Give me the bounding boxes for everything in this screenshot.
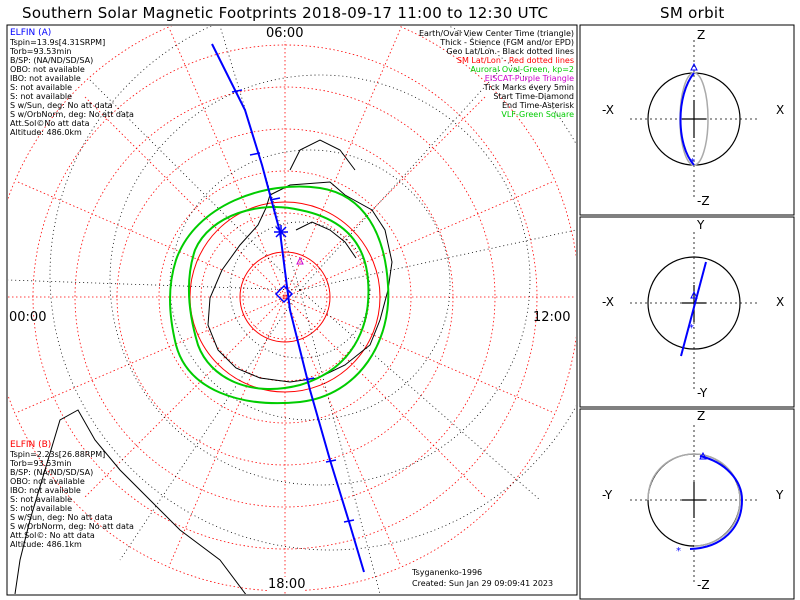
legend-item: Thick - Science (FGM and/or EPD) (440, 38, 574, 47)
eiscat-triangle (296, 256, 304, 265)
legend: Earth/Oval View Center Time (triangle) T… (419, 29, 574, 119)
probe-a-line: S w/OrbNorm, deg: No att data (10, 110, 134, 119)
orbit3-right: Y (776, 488, 784, 502)
legend-item: End Time-Asterisk (501, 101, 574, 110)
orbit-panel-yz: * (630, 425, 760, 585)
probe-b-line: B/SP: (NA/ND/SD/SA) (10, 468, 94, 477)
probe-b-line: Altitude: 486.1km (10, 540, 82, 549)
legend-item: Geo Lat/Lon - Black dotted lines (446, 47, 574, 56)
svg-text:*: * (689, 323, 694, 334)
map-frame (6, 24, 578, 596)
probe-a-line: IBO: not available (10, 74, 81, 83)
auroral-oval (169, 185, 390, 405)
orbit2-right: X (776, 295, 785, 309)
footer-created: Created: Sun Jan 29 09:09:41 2023 (412, 579, 554, 588)
orbit1-left: -X (602, 103, 614, 117)
orbit2-bottom: -Y (697, 386, 708, 400)
svg-text:*: * (690, 157, 695, 168)
probe-b-line: Att.Sol©: No att data (10, 531, 95, 540)
legend-item: EISCAT-Purple Triangle (484, 74, 574, 83)
probe-b-line: S w/Sun, deg: No att data (10, 513, 113, 522)
probe-b-line: IBO: not available (10, 486, 81, 495)
orbit3-bottom: -Z (697, 578, 710, 592)
orbit3-top: Z (697, 409, 706, 423)
geo-grid (8, 26, 576, 594)
legend-item: Auroral Oval-Green, kp=2 (470, 65, 574, 74)
orbit1-top: Z (697, 28, 706, 42)
orbit-panel-xz: * (630, 40, 760, 197)
orbit1-bottom: -Z (697, 194, 710, 208)
orbit-frame-xz (579, 24, 795, 216)
footer-model: Tsyganenko-1996 (412, 568, 483, 577)
probe-a-title: ELFIN (A) (10, 28, 52, 38)
sm-inner-ring (239, 251, 331, 343)
probe-b-line: Torb=93.53min (10, 459, 72, 468)
orbit-frame-yz (579, 408, 795, 600)
legend-item: SM Lat/Lon - Red dotted lines (456, 56, 574, 65)
mlt-label-left: 00:00 (9, 310, 47, 325)
orbit-frame-xy (579, 216, 795, 408)
probe-a-line: S w/Sun, deg: No att data (10, 101, 113, 110)
legend-item: VLF-Green Square (501, 110, 574, 119)
mlt-label-top: 06:00 (266, 26, 304, 41)
probe-a-line: Att.Sol©No att data (10, 119, 90, 128)
probe-b-info: ELFIN (B) Tspin=2.23s[26.88RPM] Torb=93.… (10, 440, 134, 550)
orbit2-left: -X (602, 295, 614, 309)
probe-b-line: S: not available (10, 495, 73, 504)
probe-b-line: S: not available (10, 504, 73, 513)
mlt-label-right: 12:00 (533, 310, 571, 325)
probe-a-line: S: not available (10, 92, 73, 101)
orbit-title: SM orbit (660, 4, 725, 22)
probe-a-line: OBO: not available (10, 65, 85, 74)
start-diamond (274, 284, 294, 304)
sm-grid (8, 26, 576, 594)
probe-a-line: S: not available (10, 83, 73, 92)
probe-a-line: Tspin=13.9s[4.31SRPM] (10, 38, 106, 47)
plot-title: Southern Solar Magnetic Footprints 2018-… (22, 4, 549, 22)
probe-a-line: B/SP: (NA/ND/SD/SA) (10, 56, 94, 65)
orbit3-left: -Y (602, 488, 613, 502)
elfin-a-trace (211, 43, 365, 573)
probe-b-line: Tspin=2.23s[26.88RPM] (10, 450, 106, 459)
probe-a-line: Torb=93.53min (10, 47, 72, 56)
probe-b-line: S w/OrbNorm, deg: No att data (10, 522, 134, 531)
probe-b-title: ELFIN (B) (10, 440, 52, 450)
svg-text:*: * (676, 546, 681, 557)
legend-item: Earth/Oval View Center Time (triangle) (418, 29, 574, 38)
coastlines (14, 139, 393, 594)
legend-item: Tick Marks every 5min (483, 83, 574, 92)
elfin-a-ticks (231, 89, 355, 523)
orbit1-right: X (776, 103, 785, 117)
orbit-panel-xy: * (630, 232, 760, 390)
end-asterisk (274, 225, 288, 239)
mlt-label-bottom: 18:00 (268, 577, 306, 592)
orbit2-top: Y (697, 218, 705, 232)
probe-a-line: Altitude: 486.0km (10, 128, 82, 137)
legend-item: Start Time-Diamond (493, 92, 574, 101)
probe-a-info: ELFIN (A) Tspin=13.9s[4.31SRPM] Torb=93.… (10, 28, 134, 138)
probe-b-line: OBO: not available (10, 477, 85, 486)
